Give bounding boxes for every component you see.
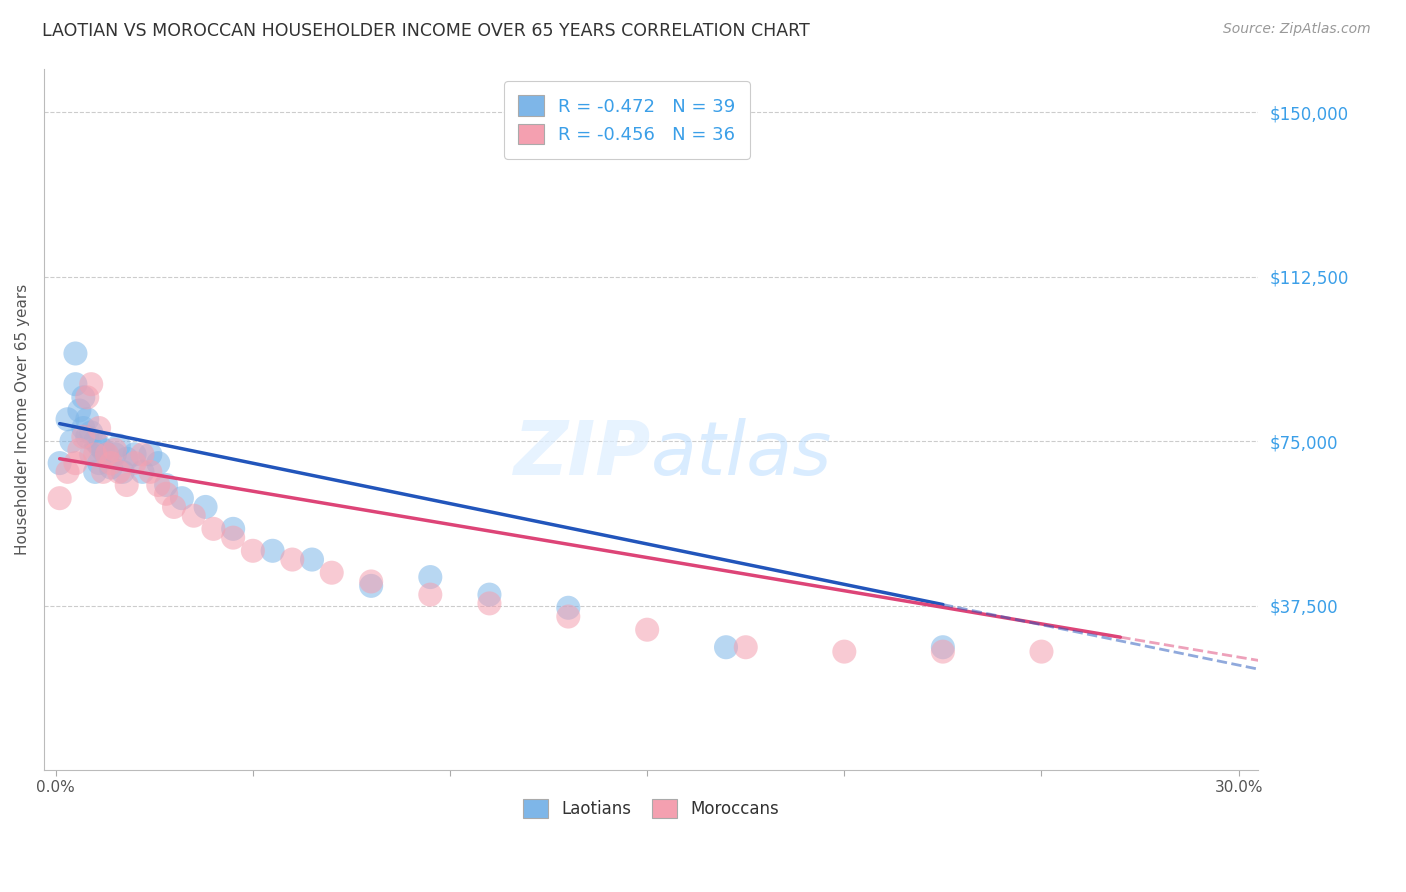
Point xyxy=(148,456,170,470)
Point xyxy=(834,645,856,659)
Point xyxy=(262,543,284,558)
Point xyxy=(104,447,127,461)
Point xyxy=(91,465,114,479)
Point xyxy=(155,487,177,501)
Point xyxy=(72,430,94,444)
Point xyxy=(360,579,382,593)
Y-axis label: Householder Income Over 65 years: Householder Income Over 65 years xyxy=(15,284,30,555)
Point xyxy=(115,478,138,492)
Point xyxy=(148,478,170,492)
Point xyxy=(48,456,70,470)
Point xyxy=(932,645,955,659)
Point xyxy=(419,588,441,602)
Text: Source: ZipAtlas.com: Source: ZipAtlas.com xyxy=(1223,22,1371,37)
Text: ZIP: ZIP xyxy=(513,417,651,491)
Point xyxy=(111,465,134,479)
Point xyxy=(80,447,103,461)
Point xyxy=(48,491,70,505)
Point xyxy=(80,377,103,392)
Point xyxy=(478,588,501,602)
Point xyxy=(321,566,343,580)
Point xyxy=(80,425,103,440)
Point xyxy=(115,451,138,466)
Point xyxy=(139,447,162,461)
Point xyxy=(360,574,382,589)
Point xyxy=(76,430,98,444)
Point xyxy=(96,447,118,461)
Point xyxy=(60,434,83,449)
Point xyxy=(56,465,79,479)
Point xyxy=(1031,645,1053,659)
Point xyxy=(714,640,737,655)
Point xyxy=(84,447,107,461)
Point xyxy=(124,456,146,470)
Point xyxy=(194,500,217,514)
Point xyxy=(183,508,205,523)
Point xyxy=(104,442,127,457)
Point xyxy=(96,447,118,461)
Point xyxy=(107,439,129,453)
Point xyxy=(131,447,153,461)
Point xyxy=(87,456,110,470)
Point xyxy=(734,640,756,655)
Point xyxy=(202,522,225,536)
Point xyxy=(91,442,114,457)
Point xyxy=(242,543,264,558)
Point xyxy=(76,412,98,426)
Point xyxy=(67,442,90,457)
Point xyxy=(222,531,245,545)
Point xyxy=(100,456,122,470)
Point xyxy=(124,447,146,461)
Point xyxy=(72,421,94,435)
Point xyxy=(139,465,162,479)
Point xyxy=(65,456,87,470)
Legend: Laotians, Moroccans: Laotians, Moroccans xyxy=(517,792,786,825)
Point xyxy=(100,460,122,475)
Point xyxy=(932,640,955,655)
Point xyxy=(281,552,304,566)
Point xyxy=(163,500,186,514)
Point xyxy=(84,434,107,449)
Point xyxy=(107,465,129,479)
Point xyxy=(557,609,579,624)
Point xyxy=(478,596,501,610)
Point xyxy=(170,491,193,505)
Point xyxy=(67,403,90,417)
Point xyxy=(84,465,107,479)
Point xyxy=(222,522,245,536)
Point xyxy=(87,421,110,435)
Point xyxy=(87,439,110,453)
Point xyxy=(636,623,658,637)
Point xyxy=(131,465,153,479)
Text: LAOTIAN VS MOROCCAN HOUSEHOLDER INCOME OVER 65 YEARS CORRELATION CHART: LAOTIAN VS MOROCCAN HOUSEHOLDER INCOME O… xyxy=(42,22,810,40)
Point xyxy=(557,600,579,615)
Point xyxy=(301,552,323,566)
Point xyxy=(155,478,177,492)
Point xyxy=(65,346,87,360)
Point xyxy=(72,390,94,404)
Point xyxy=(419,570,441,584)
Point xyxy=(65,377,87,392)
Point xyxy=(56,412,79,426)
Point xyxy=(76,390,98,404)
Text: atlas: atlas xyxy=(651,418,832,491)
